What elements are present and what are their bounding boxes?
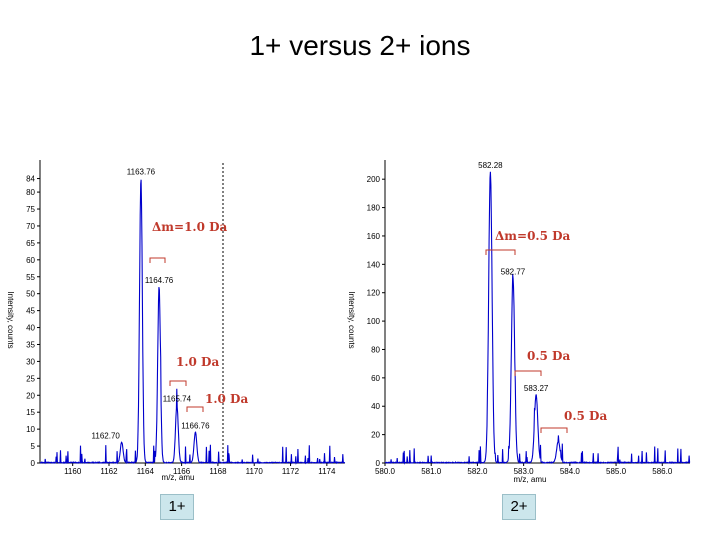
right-annotation-2: 0.5 Da bbox=[527, 349, 570, 363]
right-x-ticks: 580.0 581.0 582.0 583.0 584.0 585.0 586.0 bbox=[375, 463, 673, 476]
right-x-tick-label: 585.0 bbox=[606, 467, 627, 476]
left-spectrum-trace bbox=[39, 179, 346, 465]
left-y-tick-label: 60 bbox=[26, 256, 35, 265]
left-x-tick-label: 1164 bbox=[137, 467, 155, 476]
left-y-axis-label: Intensity, counts bbox=[6, 291, 15, 348]
left-y-tick-label: 35 bbox=[26, 340, 35, 349]
left-annotation-2: 1.0 Da bbox=[176, 355, 219, 369]
left-y-tick-label: 25 bbox=[26, 374, 35, 383]
right-y-tick-label: 100 bbox=[367, 317, 381, 326]
left-x-axis-label: m/z, amu bbox=[162, 473, 195, 482]
right-bracket-3 bbox=[540, 427, 568, 433]
left-y-tick-label: 84 bbox=[26, 175, 35, 184]
right-x-tick-label: 580.0 bbox=[375, 467, 396, 476]
left-y-tick-label: 75 bbox=[26, 205, 35, 214]
left-x-tick-label: 1168 bbox=[209, 467, 227, 476]
left-y-tick-label: 80 bbox=[26, 188, 35, 197]
right-x-tick-label: 584.0 bbox=[560, 467, 581, 476]
left-bracket-1 bbox=[149, 257, 166, 263]
right-y-tick-label: 80 bbox=[371, 345, 380, 354]
right-charge-badge: 2+ bbox=[502, 494, 536, 520]
right-x-tick-label: 582.0 bbox=[467, 467, 488, 476]
right-x-tick-label: 583.0 bbox=[514, 467, 535, 476]
right-y-axis-label: Intensity, counts bbox=[347, 291, 356, 348]
left-y-tick-label: 15 bbox=[26, 408, 35, 417]
left-y-tick-label: 30 bbox=[26, 357, 35, 366]
left-y-tick-label: 45 bbox=[26, 307, 35, 316]
left-annotation-3: 1.0 Da bbox=[205, 392, 248, 406]
right-y-ticks: 0 20 40 60 80 100 120 140 160 180 200 bbox=[367, 175, 385, 468]
left-annotation-delta: Δm=1.0 Da bbox=[152, 220, 228, 234]
right-x-tick-label: 586.0 bbox=[652, 467, 673, 476]
left-y-tick-label: 10 bbox=[26, 425, 35, 434]
left-y-tick-label: 55 bbox=[26, 273, 35, 282]
left-y-tick-label: 40 bbox=[26, 324, 35, 333]
right-bracket-2 bbox=[514, 370, 542, 376]
left-x-tick-label: 1172 bbox=[282, 467, 300, 476]
left-x-tick-label: 1170 bbox=[246, 467, 264, 476]
left-charge-badge: 1+ bbox=[160, 494, 194, 520]
right-annotation-3: 0.5 Da bbox=[564, 409, 607, 423]
left-peak-label: 1165.74 bbox=[163, 394, 192, 403]
right-x-axis-label: m/z, amu bbox=[514, 475, 547, 484]
left-y-tick-label: 50 bbox=[26, 290, 35, 299]
left-x-tick-label: 1174 bbox=[318, 467, 336, 476]
left-peak-label: 1164.76 bbox=[145, 276, 174, 285]
right-peak-label: 583.27 bbox=[524, 384, 549, 393]
left-y-tick-label: 0 bbox=[31, 459, 36, 468]
right-y-tick-label: 180 bbox=[367, 204, 381, 213]
right-y-tick-label: 0 bbox=[376, 459, 381, 468]
left-x-tick-label: 1162 bbox=[100, 467, 118, 476]
left-y-tick-label: 70 bbox=[26, 222, 35, 231]
left-x-tick-label: 1166 bbox=[173, 467, 191, 476]
right-peak-label: 582.77 bbox=[501, 268, 526, 277]
left-bracket-3 bbox=[186, 406, 204, 412]
left-peak-labels: 1163.76 1164.76 1165.74 1166.76 1162.70 bbox=[92, 168, 211, 441]
left-bracket-2 bbox=[169, 380, 187, 386]
right-bracket-1 bbox=[485, 249, 516, 255]
right-y-tick-label: 20 bbox=[371, 431, 380, 440]
right-y-tick-label: 140 bbox=[367, 260, 381, 269]
right-x-tick-label: 581.0 bbox=[421, 467, 442, 476]
left-y-ticks: 0 5 10 15 20 25 30 35 40 45 50 55 60 65 70 75 80 84 bbox=[26, 175, 40, 468]
right-spectrum-trace bbox=[384, 171, 691, 465]
right-y-tick-label: 60 bbox=[371, 374, 380, 383]
right-peak-label: 582.28 bbox=[478, 161, 503, 170]
right-y-tick-label: 40 bbox=[371, 402, 380, 411]
right-annotation-delta: Δm=0.5 Da bbox=[495, 229, 571, 243]
left-y-tick-label: 5 bbox=[31, 442, 36, 451]
right-y-tick-label: 160 bbox=[367, 232, 381, 241]
left-y-tick-label: 20 bbox=[26, 391, 35, 400]
left-peak-label: 1163.76 bbox=[127, 168, 156, 177]
left-x-tick-label: 1160 bbox=[64, 467, 82, 476]
left-peak-label: 1162.70 bbox=[92, 432, 121, 441]
left-x-ticks: 1160 1162 1164 1166 1168 1170 1172 1174 bbox=[64, 463, 336, 476]
right-peak-labels: 582.28 582.77 583.27 bbox=[478, 161, 549, 393]
left-peak-label: 1166.76 bbox=[181, 422, 210, 431]
right-y-tick-label: 200 bbox=[367, 175, 381, 184]
left-y-tick-label: 65 bbox=[26, 239, 35, 248]
page-title: 1+ versus 2+ ions bbox=[249, 30, 471, 61]
right-y-tick-label: 120 bbox=[367, 289, 381, 298]
